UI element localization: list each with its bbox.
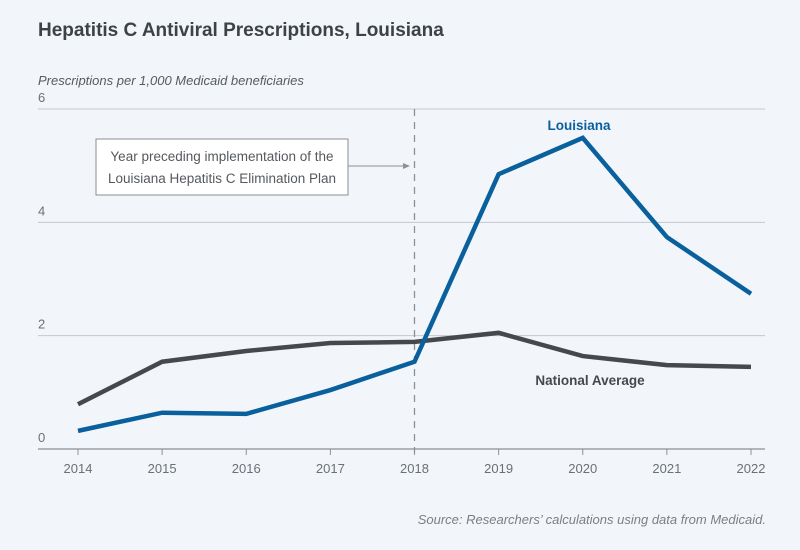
annotation-box xyxy=(95,138,349,196)
x-tick-label: 2014 xyxy=(64,461,93,476)
series-label-national-average: National Average xyxy=(535,373,645,388)
x-tick-label: 2017 xyxy=(316,461,345,476)
arrow-head-icon xyxy=(403,163,410,169)
source-note: Source: Researchers’ calculations using … xyxy=(417,512,766,527)
x-tick-label: 2015 xyxy=(148,461,177,476)
y-tick-label: 2 xyxy=(38,317,45,332)
chart-title: Hepatitis C Antiviral Prescriptions, Lou… xyxy=(38,20,444,41)
series-line-national-average xyxy=(76,330,752,407)
x-tick-label: 2016 xyxy=(232,461,261,476)
y-tick-label: 0 xyxy=(38,430,45,445)
annotation-text-line2: Louisiana Hepatitis C Elimination Plan xyxy=(108,171,336,186)
annotation-text-line1: Year preceding implementation of the xyxy=(110,149,333,164)
y-tick-label: 4 xyxy=(38,203,45,218)
x-tick-label: 2020 xyxy=(568,461,597,476)
x-tick-label: 2022 xyxy=(737,461,766,476)
x-tick-label: 2019 xyxy=(484,461,513,476)
x-tick-label: 2021 xyxy=(652,461,681,476)
x-tick-label: 2018 xyxy=(400,461,429,476)
y-axis-label: Prescriptions per 1,000 Medicaid benefic… xyxy=(38,73,304,88)
y-tick-label: 6 xyxy=(38,90,45,105)
series-label-louisiana: Louisiana xyxy=(547,118,611,133)
